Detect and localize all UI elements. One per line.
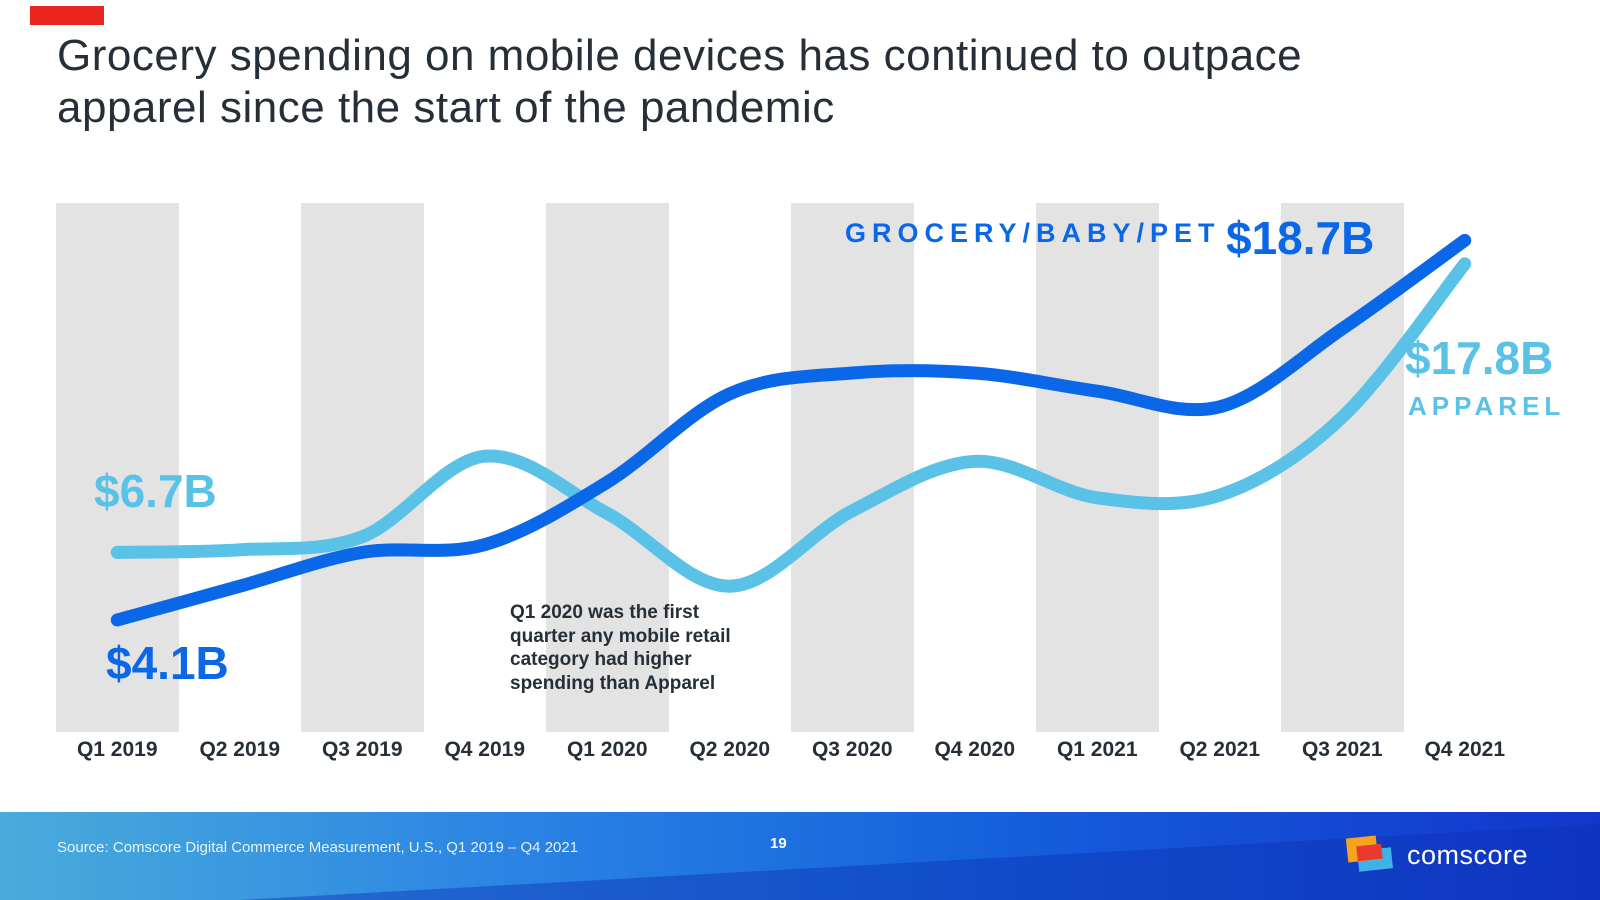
- grocery-end-value: $18.7B: [1226, 212, 1375, 264]
- x-axis-label: Q4 2019: [444, 738, 526, 761]
- footer: Source: Comscore Digital Commerce Measur…: [0, 812, 1600, 900]
- apparel-end-value: $17.8B: [1405, 332, 1554, 384]
- x-axis-label: Q3 2020: [811, 738, 893, 761]
- apparel-start-value: $6.7B: [94, 465, 217, 517]
- series-line-apparel: [110, 257, 1472, 593]
- x-axis-label: Q2 2019: [199, 738, 281, 761]
- x-axis-label: Q4 2020: [934, 738, 1016, 761]
- slide-title: Grocery spending on mobile devices has c…: [57, 30, 1557, 134]
- plot-area: [56, 203, 1526, 732]
- chart-annotation: Q1 2020 was the first quarter any mobile…: [510, 601, 770, 695]
- grid-band: [546, 203, 669, 732]
- x-axis: Q1 2019 Q2 2019 Q3 2019 Q4 2019 Q1 2020 Q2 20…: [56, 738, 1526, 762]
- comscore-logo-icon: [1345, 835, 1393, 874]
- grocery-start-value: $4.1B: [106, 637, 229, 689]
- comscore-logo: comscore: [1345, 835, 1528, 874]
- x-axis-label: Q1 2019: [76, 738, 158, 761]
- apparel-series-label: APPAREL: [1408, 391, 1566, 421]
- grid-band: [56, 203, 179, 732]
- grid-band: [1036, 203, 1159, 732]
- annotation-line-1: Q1 2020 was the first: [510, 602, 700, 623]
- title-line-2: apparel since the start of the pandemic: [57, 83, 835, 132]
- logo-red-shape: [1356, 843, 1383, 862]
- x-axis-label: Q3 2021: [1301, 738, 1383, 761]
- grid-band: [791, 203, 914, 732]
- line-chart: [110, 233, 1472, 627]
- annotation-line-4: spending than Apparel: [510, 672, 716, 694]
- x-axis-label: Q2 2021: [1179, 738, 1261, 761]
- page-number: 19: [770, 835, 787, 852]
- annotation-line-2: quarter any mobile retail: [510, 625, 731, 647]
- annotation-line-3: category had higher: [510, 649, 692, 670]
- source-note: Source: Comscore Digital Commerce Measur…: [57, 839, 579, 856]
- title-line-1: Grocery spending on mobile devices has c…: [57, 31, 1303, 80]
- grid-band: [1281, 203, 1404, 732]
- comscore-logo-text: comscore: [1406, 839, 1528, 870]
- grocery-series-label: GROCERY/BABY/PET: [845, 218, 1221, 248]
- x-axis-label: Q3 2019: [321, 738, 403, 761]
- x-axis-label: Q1 2021: [1056, 738, 1138, 761]
- red-accent-bar: [30, 6, 104, 25]
- grid-band: [301, 203, 424, 732]
- x-axis-label: Q4 2021: [1424, 738, 1506, 761]
- x-axis-label: Q2 2020: [689, 738, 771, 761]
- series-line-grocery-baby-pet: [110, 233, 1472, 627]
- x-axis-label: Q1 2020: [566, 738, 648, 761]
